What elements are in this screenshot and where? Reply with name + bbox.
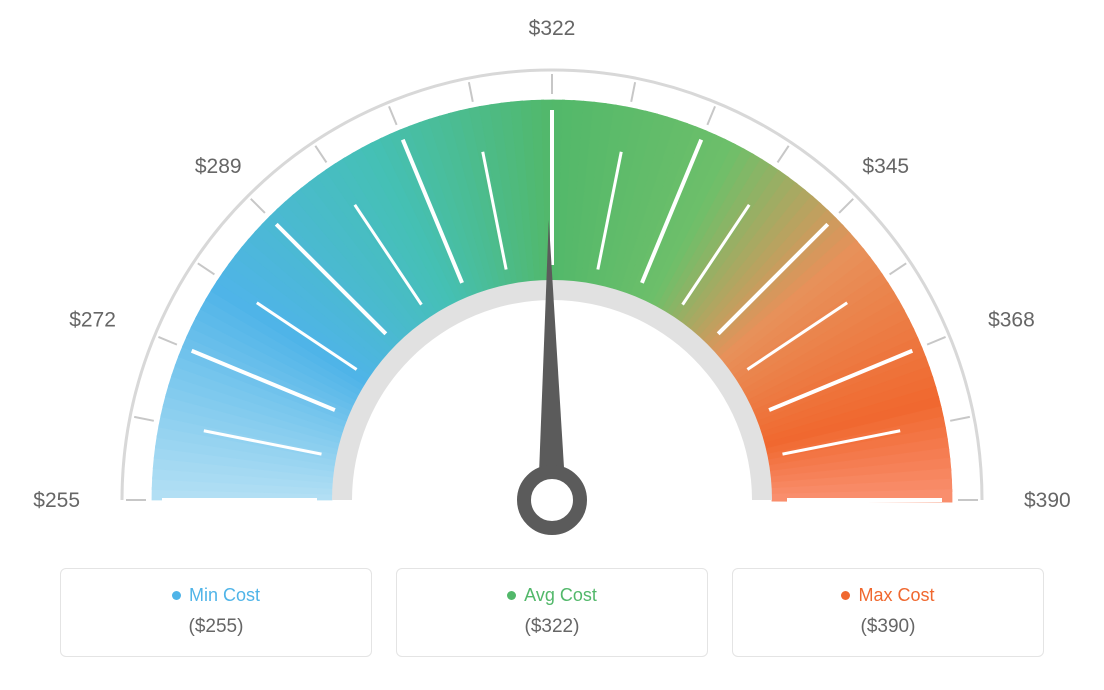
- legend-max-dot: [841, 591, 850, 600]
- gauge-tick-label: $322: [529, 17, 576, 40]
- gauge-tick-outer: [778, 146, 789, 163]
- gauge-tick-label: $255: [33, 489, 80, 512]
- gauge-tick-outer: [134, 417, 154, 421]
- gauge-tick-outer: [631, 82, 635, 102]
- legend-avg-dot: [507, 591, 516, 600]
- legend-max-box: Max Cost ($390): [732, 568, 1044, 657]
- legend-min-title: Min Cost: [172, 585, 260, 606]
- gauge-tick-outer: [198, 263, 215, 274]
- gauge-tick-outer: [251, 199, 265, 213]
- gauge-pivot: [524, 472, 580, 528]
- gauge-tick-outer: [158, 337, 176, 345]
- gauge-tick-label: $345: [862, 155, 909, 178]
- gauge-chart: $255 $272 $289 $322 $345 $368 $390: [0, 0, 1104, 560]
- gauge-tick-outer: [707, 106, 715, 124]
- legend-max-value: ($390): [743, 616, 1033, 638]
- gauge-tick-outer: [389, 106, 397, 124]
- gauge-tick-label: $390: [1024, 489, 1071, 512]
- gauge-tick-label: $272: [69, 308, 116, 331]
- gauge-tick-outer: [927, 337, 945, 345]
- legend-min-label: Min Cost: [189, 585, 260, 606]
- gauge-tick-label: $289: [195, 155, 242, 178]
- gauge-tick-outer: [315, 146, 326, 163]
- gauge-tick-outer: [890, 263, 907, 274]
- gauge-svg: $255 $272 $289 $322 $345 $368 $390: [0, 0, 1104, 560]
- gauge-tick-outer: [950, 417, 970, 421]
- gauge-tick-outer: [469, 82, 473, 102]
- legend-max-title: Max Cost: [841, 585, 934, 606]
- legend-avg-box: Avg Cost ($322): [396, 568, 708, 657]
- legend-min-value: ($255): [71, 616, 361, 638]
- legend-max-label: Max Cost: [858, 585, 934, 606]
- legend-min-dot: [172, 591, 181, 600]
- legend-min-box: Min Cost ($255): [60, 568, 372, 657]
- legend-avg-label: Avg Cost: [524, 585, 597, 606]
- legend-row: Min Cost ($255) Avg Cost ($322) Max Cost…: [0, 568, 1104, 657]
- legend-avg-value: ($322): [407, 616, 697, 638]
- gauge-tick-label: $368: [988, 308, 1035, 331]
- gauge-tick-outer: [839, 199, 853, 213]
- legend-avg-title: Avg Cost: [507, 585, 597, 606]
